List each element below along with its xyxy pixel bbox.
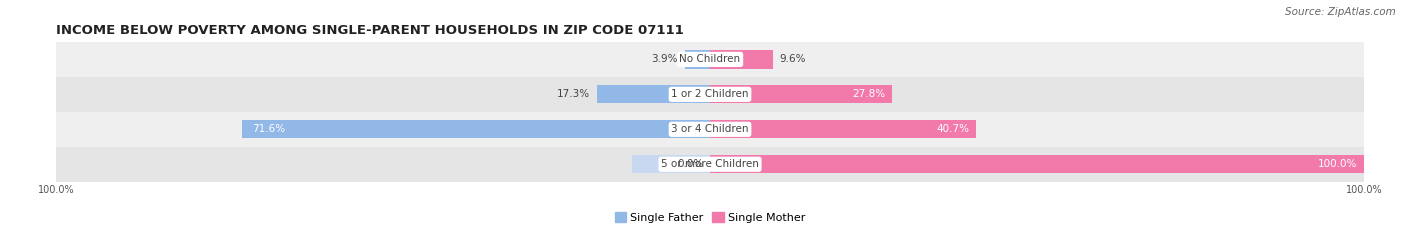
Text: 3 or 4 Children: 3 or 4 Children [671, 124, 749, 134]
Text: 5 or more Children: 5 or more Children [661, 159, 759, 169]
Text: 1 or 2 Children: 1 or 2 Children [671, 89, 749, 99]
Text: 17.3%: 17.3% [557, 89, 591, 99]
Bar [710, 85, 891, 103]
Bar [598, 85, 710, 103]
Bar [56, 42, 1364, 77]
Bar [631, 155, 710, 173]
Text: 71.6%: 71.6% [252, 124, 285, 134]
Bar [710, 120, 976, 138]
Text: 3.9%: 3.9% [651, 55, 678, 64]
Text: No Children: No Children [679, 55, 741, 64]
Bar [56, 147, 1364, 182]
Text: Source: ZipAtlas.com: Source: ZipAtlas.com [1285, 7, 1396, 17]
Bar [56, 77, 1364, 112]
Bar [242, 120, 710, 138]
Bar [56, 112, 1364, 147]
Text: 0.0%: 0.0% [678, 159, 703, 169]
Bar [685, 50, 710, 69]
Legend: Single Father, Single Mother: Single Father, Single Mother [614, 212, 806, 223]
Text: 40.7%: 40.7% [936, 124, 970, 134]
Text: 9.6%: 9.6% [779, 55, 806, 64]
Text: INCOME BELOW POVERTY AMONG SINGLE-PARENT HOUSEHOLDS IN ZIP CODE 07111: INCOME BELOW POVERTY AMONG SINGLE-PARENT… [56, 24, 683, 37]
Bar [710, 155, 1364, 173]
Text: 100.0%: 100.0% [1317, 159, 1357, 169]
Text: 27.8%: 27.8% [852, 89, 886, 99]
Bar [710, 50, 773, 69]
